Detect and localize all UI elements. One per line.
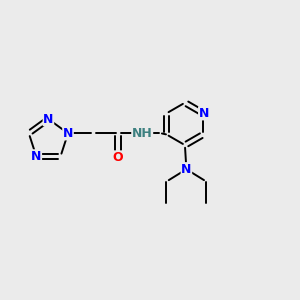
Text: N: N	[43, 112, 54, 126]
Text: N: N	[63, 127, 73, 140]
Text: NH: NH	[132, 127, 153, 140]
Text: O: O	[113, 151, 123, 164]
Text: N: N	[31, 150, 41, 163]
Text: N: N	[181, 163, 192, 176]
Text: N: N	[199, 107, 209, 120]
